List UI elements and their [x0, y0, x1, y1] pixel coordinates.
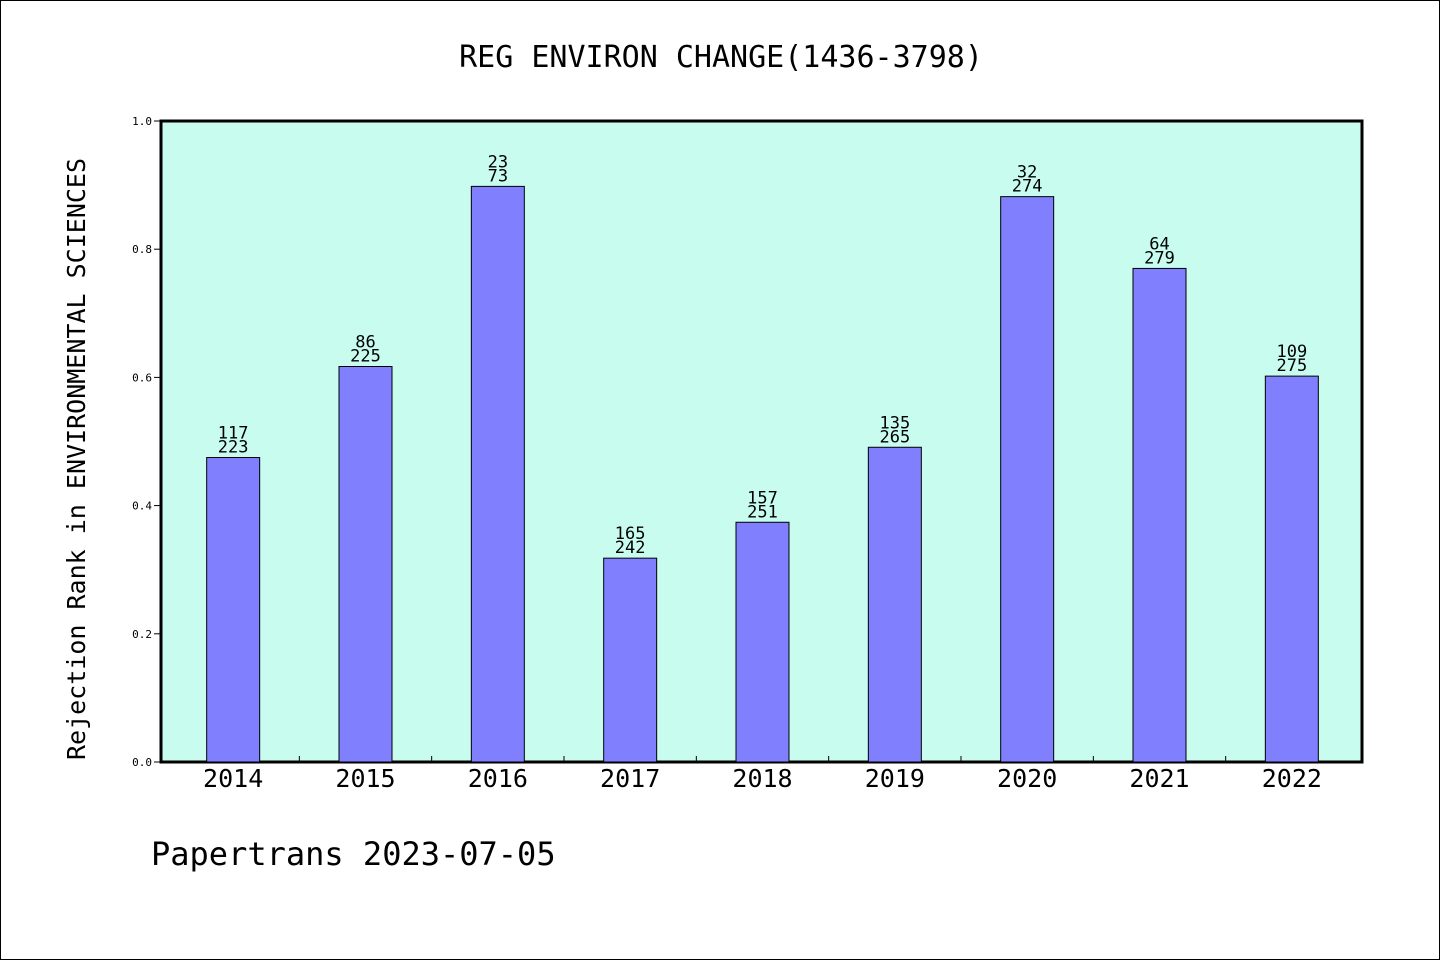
- x-tick-label: 2022: [1262, 764, 1322, 793]
- bar-label-bottom: 274: [1012, 177, 1043, 197]
- bar-label-top: 117: [218, 424, 249, 444]
- x-tick-label: 2020: [997, 764, 1057, 793]
- footer-text: Papertrans 2023-07-05: [151, 835, 556, 873]
- x-tick-label: 2015: [335, 764, 395, 793]
- x-axis: 2014 2015 2016 2017 2018 2019 2020 2021 2022: [203, 756, 1322, 793]
- y-tick-label: 0.4: [132, 500, 152, 513]
- bar-2019: [867, 446, 922, 763]
- bar-2018: [735, 521, 790, 763]
- bar-label-top: 86: [355, 333, 375, 353]
- y-tick-label: 0.2: [132, 628, 152, 641]
- bar-label-top: 23: [488, 152, 508, 172]
- bar-2015: [338, 366, 393, 763]
- x-tick-label: 2016: [468, 764, 528, 793]
- bar-label-top: 135: [879, 413, 910, 433]
- bar-label-bottom: 265: [879, 427, 910, 447]
- bar-label-bottom: 242: [615, 538, 646, 558]
- bar-label-bottom: 73: [488, 166, 508, 186]
- bar-label-bottom: 225: [350, 347, 381, 367]
- bar-label-top: 32: [1017, 163, 1037, 183]
- y-tick-label: 0.6: [132, 371, 152, 384]
- bar-2022: [1264, 375, 1319, 763]
- bar-label-bottom: 279: [1144, 248, 1175, 268]
- bar-label-top: 64: [1149, 234, 1169, 254]
- bar-label-bottom: 251: [747, 502, 778, 522]
- bar-2017: [603, 557, 658, 763]
- y-tick-label: 1.0: [132, 115, 152, 128]
- bar-2021: [1132, 267, 1187, 763]
- bar-label-bottom: 275: [1276, 356, 1307, 376]
- y-tick-label: 0.8: [132, 243, 152, 256]
- y-axis: 0.0 0.2 0.4 0.6 0.8 1.0: [132, 115, 161, 769]
- bar-2016: [470, 185, 525, 763]
- y-tick-label: 0.0: [132, 756, 152, 769]
- x-tick-label: 2018: [732, 764, 792, 793]
- bar-label-top: 157: [747, 488, 778, 508]
- x-tick-label: 2014: [203, 764, 263, 793]
- bar-label-top: 109: [1276, 342, 1307, 362]
- bar-2014: [206, 457, 261, 763]
- x-tick-label: 2019: [865, 764, 925, 793]
- bar-label-bottom: 223: [218, 438, 249, 458]
- chart-title: REG ENVIRON CHANGE(1436-3798): [459, 40, 983, 75]
- x-tick-label: 2017: [600, 764, 660, 793]
- bar-label-top: 165: [615, 524, 646, 544]
- y-axis-label: Rejection Rank in ENVIRONMENTAL SCIENCES: [62, 158, 91, 760]
- x-tick-label: 2021: [1129, 764, 1189, 793]
- bar-2020: [1000, 196, 1055, 763]
